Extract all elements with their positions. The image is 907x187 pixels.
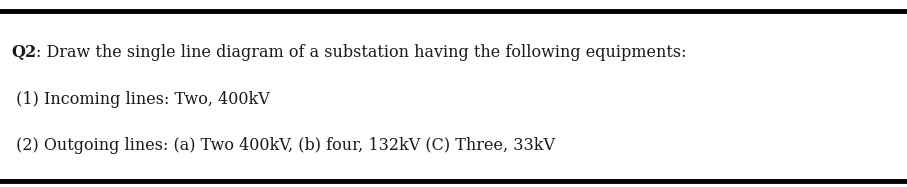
Text: Q2: Q2 xyxy=(11,44,36,61)
Text: : Draw the single line diagram of a substation having the following equipments:: : Draw the single line diagram of a subs… xyxy=(36,44,687,61)
Text: (2) Outgoing lines: (a) Two 400kV, (b) four, 132kV (C) Three, 33kV: (2) Outgoing lines: (a) Two 400kV, (b) f… xyxy=(11,137,555,154)
Text: (1) Incoming lines: Two, 400kV: (1) Incoming lines: Two, 400kV xyxy=(11,91,269,108)
